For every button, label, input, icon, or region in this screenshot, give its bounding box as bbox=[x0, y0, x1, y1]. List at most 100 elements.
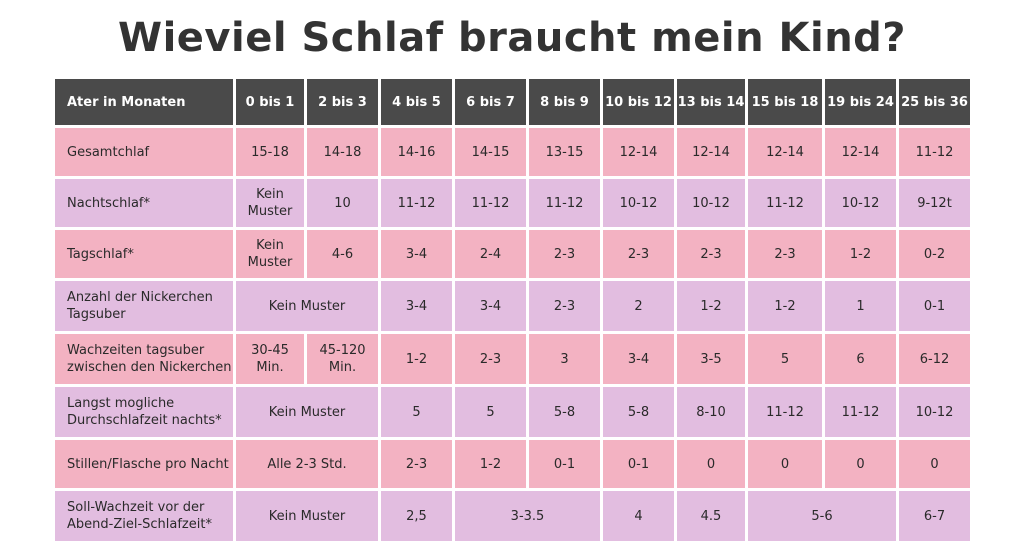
age-header: 0 bis 1 bbox=[236, 79, 304, 125]
row-label: Gesamtchlaf bbox=[55, 128, 233, 176]
table-cell: 0 bbox=[748, 440, 822, 488]
table-cell: 1-2 bbox=[381, 334, 452, 384]
table-cell: 3-3.5 bbox=[455, 491, 600, 541]
table-cell: 4-6 bbox=[307, 230, 378, 278]
age-header: 19 bis 24 bbox=[825, 79, 896, 125]
table-cell: 3-4 bbox=[381, 281, 452, 331]
row-label: Stillen/Flasche pro Nacht bbox=[55, 440, 233, 488]
table-cell: 10 bbox=[307, 179, 378, 227]
table-cell: 15-18 bbox=[236, 128, 304, 176]
sleep-table: Ater in Monaten 0 bis 1 2 bis 3 4 bis 5 … bbox=[52, 76, 973, 544]
table-cell: 11-12 bbox=[455, 179, 526, 227]
row-label: Wachzeiten tagsuber zwischen den Nickerc… bbox=[55, 334, 233, 384]
table-row: Wachzeiten tagsuber zwischen den Nickerc… bbox=[55, 334, 970, 384]
table-cell: 2-3 bbox=[455, 334, 526, 384]
table-cell: 2-3 bbox=[381, 440, 452, 488]
table-cell: 45-120 Min. bbox=[307, 334, 378, 384]
table-cell: Kein Muster bbox=[236, 387, 378, 437]
table-cell: 30-45 Min. bbox=[236, 334, 304, 384]
table-cell: 5 bbox=[381, 387, 452, 437]
table-cell: 11-12 bbox=[381, 179, 452, 227]
table-row: Soll-Wachzeit vor der Abend-Ziel-Schlafz… bbox=[55, 491, 970, 541]
table-cell: 0-1 bbox=[899, 281, 970, 331]
age-header: 15 bis 18 bbox=[748, 79, 822, 125]
table-cell: 12-14 bbox=[603, 128, 674, 176]
table-cell: 5-8 bbox=[603, 387, 674, 437]
table-cell: 0-2 bbox=[899, 230, 970, 278]
table-cell: 11-12 bbox=[529, 179, 600, 227]
header-row: Ater in Monaten 0 bis 1 2 bis 3 4 bis 5 … bbox=[55, 79, 970, 125]
table-cell: 5-8 bbox=[529, 387, 600, 437]
table-cell: 3-5 bbox=[677, 334, 745, 384]
table-cell: 0 bbox=[899, 440, 970, 488]
table-cell: 11-12 bbox=[825, 387, 896, 437]
table-cell: 5-6 bbox=[748, 491, 896, 541]
table-cell: Alle 2-3 Std. bbox=[236, 440, 378, 488]
table-cell: 12-14 bbox=[825, 128, 896, 176]
table-row: Nachtschlaf* Kein Muster 10 11-12 11-12 … bbox=[55, 179, 970, 227]
table-cell: 10-12 bbox=[603, 179, 674, 227]
table-cell: 2-3 bbox=[603, 230, 674, 278]
table-cell: 0-1 bbox=[603, 440, 674, 488]
table-cell: 12-14 bbox=[748, 128, 822, 176]
row-label: Tagschlaf* bbox=[55, 230, 233, 278]
table-row: Langst mogliche Durchschlafzeit nachts* … bbox=[55, 387, 970, 437]
table-cell: 0 bbox=[677, 440, 745, 488]
age-header: 4 bis 5 bbox=[381, 79, 452, 125]
table-cell: Kein Muster bbox=[236, 281, 378, 331]
table-cell: 2-3 bbox=[529, 281, 600, 331]
table-cell: 6 bbox=[825, 334, 896, 384]
table-cell: 1 bbox=[825, 281, 896, 331]
table-row: Gesamtchlaf 15-18 14-18 14-16 14-15 13-1… bbox=[55, 128, 970, 176]
age-header: 10 bis 12 bbox=[603, 79, 674, 125]
table-cell: 4 bbox=[603, 491, 674, 541]
table-cell: 2-3 bbox=[677, 230, 745, 278]
table-cell: 12-14 bbox=[677, 128, 745, 176]
table-cell: 5 bbox=[748, 334, 822, 384]
table-cell: 11-12 bbox=[899, 128, 970, 176]
table-cell: 8-10 bbox=[677, 387, 745, 437]
table-cell: 6-7 bbox=[899, 491, 970, 541]
age-header: 8 bis 9 bbox=[529, 79, 600, 125]
table-cell: 2-3 bbox=[529, 230, 600, 278]
table-cell: 2 bbox=[603, 281, 674, 331]
table-cell: 2-4 bbox=[455, 230, 526, 278]
table-cell: 9-12t bbox=[899, 179, 970, 227]
table-cell: 5 bbox=[455, 387, 526, 437]
row-label: Soll-Wachzeit vor der Abend-Ziel-Schlafz… bbox=[55, 491, 233, 541]
table-cell: 14-16 bbox=[381, 128, 452, 176]
table-cell: 14-15 bbox=[455, 128, 526, 176]
table-row: Anzahl der Nickerchen Tagsuber Kein Must… bbox=[55, 281, 970, 331]
table-cell: Kein Muster bbox=[236, 230, 304, 278]
table-cell: 10-12 bbox=[825, 179, 896, 227]
table-row: Stillen/Flasche pro Nacht Alle 2-3 Std. … bbox=[55, 440, 970, 488]
table-cell: 2,5 bbox=[381, 491, 452, 541]
table-cell: 6-12 bbox=[899, 334, 970, 384]
row-label: Anzahl der Nickerchen Tagsuber bbox=[55, 281, 233, 331]
table-cell: 0 bbox=[825, 440, 896, 488]
table-cell: 4.5 bbox=[677, 491, 745, 541]
table-cell: 11-12 bbox=[748, 387, 822, 437]
table-cell: 10-12 bbox=[677, 179, 745, 227]
table-cell: 10-12 bbox=[899, 387, 970, 437]
table-cell: 2-3 bbox=[748, 230, 822, 278]
table-cell: 1-2 bbox=[677, 281, 745, 331]
table-cell: 1-2 bbox=[825, 230, 896, 278]
age-header: 13 bis 14 bbox=[677, 79, 745, 125]
table-cell: Kein Muster bbox=[236, 179, 304, 227]
table-cell: Kein Muster bbox=[236, 491, 378, 541]
table-cell: 13-15 bbox=[529, 128, 600, 176]
header-label: Ater in Monaten bbox=[55, 79, 233, 125]
age-header: 25 bis 36 bbox=[899, 79, 970, 125]
age-header: 2 bis 3 bbox=[307, 79, 378, 125]
table-row: Tagschlaf* Kein Muster 4-6 3-4 2-4 2-3 2… bbox=[55, 230, 970, 278]
table-cell: 3-4 bbox=[381, 230, 452, 278]
age-header: 6 bis 7 bbox=[455, 79, 526, 125]
row-label: Nachtschlaf* bbox=[55, 179, 233, 227]
table-cell: 3-4 bbox=[455, 281, 526, 331]
table-cell: 3-4 bbox=[603, 334, 674, 384]
table-cell: 11-12 bbox=[748, 179, 822, 227]
table-cell: 0-1 bbox=[529, 440, 600, 488]
table-cell: 3 bbox=[529, 334, 600, 384]
row-label: Langst mogliche Durchschlafzeit nachts* bbox=[55, 387, 233, 437]
